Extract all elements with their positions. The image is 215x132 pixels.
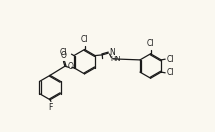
Text: O: O xyxy=(68,62,73,71)
Text: Cl: Cl xyxy=(81,35,88,44)
Text: Cl: Cl xyxy=(60,48,67,57)
Text: HN: HN xyxy=(111,56,121,62)
Text: N: N xyxy=(110,48,115,57)
Text: Cl: Cl xyxy=(147,39,154,48)
Text: F: F xyxy=(49,103,53,112)
Text: Cl: Cl xyxy=(167,68,174,77)
Text: Cl: Cl xyxy=(167,55,174,64)
Text: O: O xyxy=(61,51,66,60)
